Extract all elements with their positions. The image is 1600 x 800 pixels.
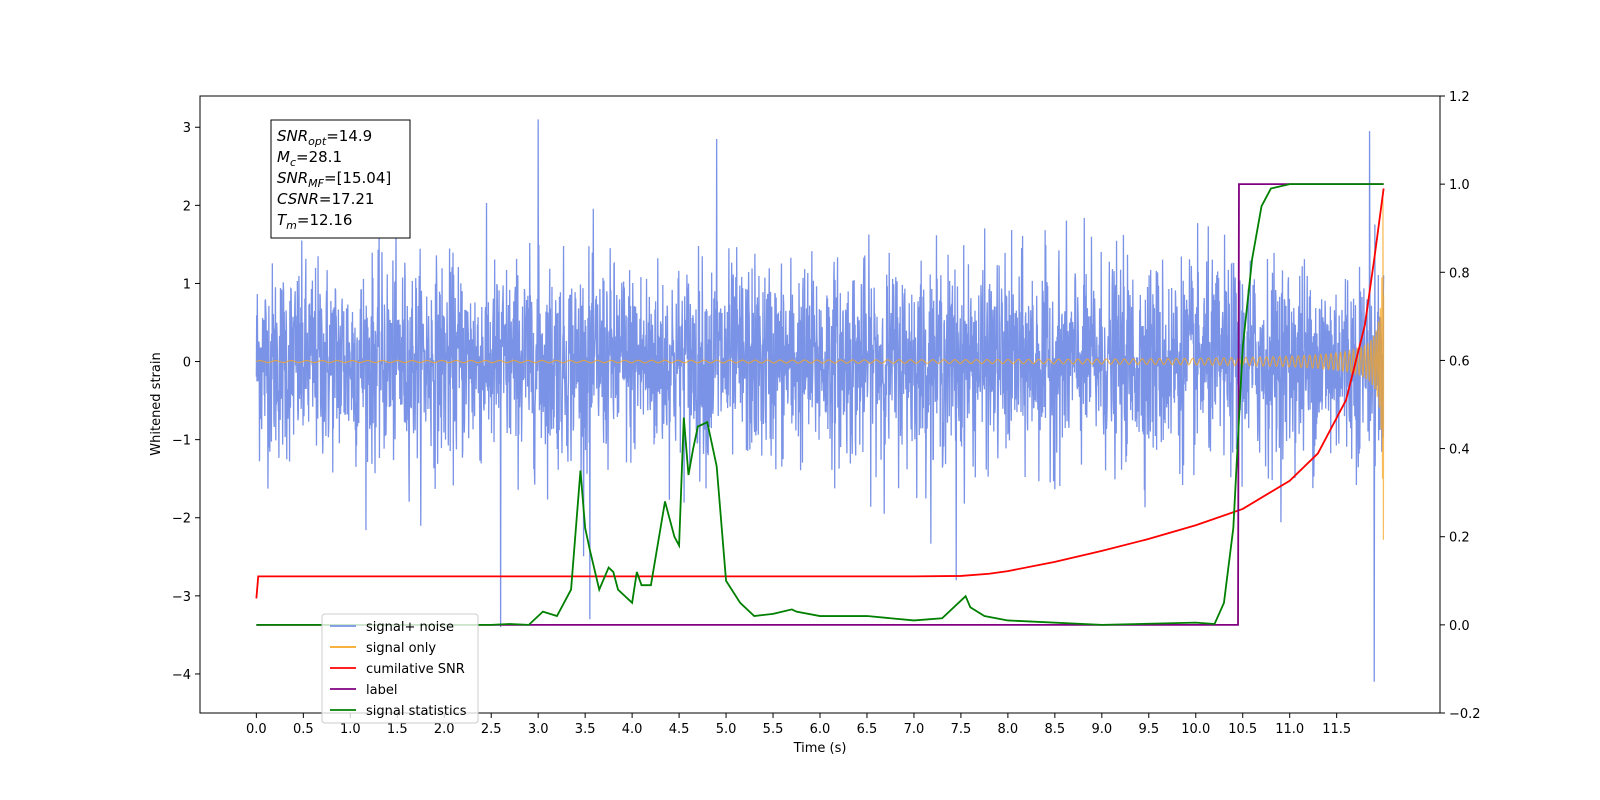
x-tick-label: 8.0 (998, 722, 1019, 737)
x-tick-label: 0.0 (246, 722, 267, 737)
x-tick-label: 5.5 (763, 722, 784, 737)
legend-label: cumilative SNR (366, 662, 465, 677)
annotation-box: SNRopt=14.9Mc=28.1SNRMF=[15.04]CSNR=17.2… (270, 119, 411, 239)
y-tick-label: −2 (172, 512, 191, 527)
x-tick-label: 3.0 (528, 722, 549, 737)
y-tick-label: −4 (172, 668, 191, 683)
series-signal-statistics-line (256, 183, 1384, 626)
x-tick-label: 4.5 (669, 722, 690, 737)
y2-tick-label: 1.2 (1449, 90, 1470, 105)
x-tick-label: 11.5 (1322, 722, 1351, 737)
legend-label: signal statistics (366, 704, 467, 719)
x-tick-label: 5.0 (716, 722, 737, 737)
x-tick-label: 3.5 (575, 722, 596, 737)
annotation-frame (270, 119, 411, 239)
y-tick-label: 0 (183, 356, 191, 371)
x-tick-label: 0.5 (293, 722, 314, 737)
x-tick-label: 9.0 (1091, 722, 1112, 737)
legend: signal+ noise signal only cumilative SNR la… (321, 613, 479, 724)
x-tick-label: 11.0 (1275, 722, 1304, 737)
y2-tick-label: 0.4 (1449, 443, 1470, 458)
x-tick-label: 2.5 (481, 722, 502, 737)
annotation-line: SNRopt=14.9 (277, 127, 372, 148)
legend-label: label (366, 683, 397, 698)
x-tick-label: 7.5 (951, 722, 972, 737)
y-tick-label: −1 (172, 434, 191, 449)
x-tick-label: 10.5 (1228, 722, 1257, 737)
y2-tick-label: 0.8 (1449, 266, 1470, 281)
y2-tick-label: 1.0 (1449, 178, 1470, 193)
y2-tick-label: −0.2 (1449, 707, 1481, 722)
x-tick-label: 9.5 (1138, 722, 1159, 737)
y-tick-label: 1 (183, 277, 191, 292)
x-tick-label: 6.5 (857, 722, 878, 737)
y-tick-label: 2 (183, 199, 191, 214)
series-cumilative-snr-line (255, 188, 1385, 599)
y2-tick-label: 0.6 (1449, 354, 1470, 369)
y2-tick-label: 0.0 (1449, 619, 1470, 634)
x-tick-label: 8.5 (1045, 722, 1066, 737)
y-axis-label: Whitened strain (149, 352, 164, 455)
y2-tick-label: 0.2 (1449, 531, 1470, 546)
x-tick-label: 7.0 (904, 722, 925, 737)
x-axis-label: Time (s) (793, 741, 847, 756)
legend-label: signal only (366, 641, 436, 656)
legend-label: signal+ noise (366, 620, 454, 635)
annotation-line: CSNR=17.21 (277, 190, 374, 208)
y-tick-label: 3 (183, 121, 191, 136)
annotation-line: Mc=28.1 (277, 148, 342, 169)
x-tick-label: 2.0 (434, 722, 455, 737)
x-tick-label: 4.0 (622, 722, 643, 737)
x-tick-label: 6.0 (810, 722, 831, 737)
x-tick-label: 1.5 (387, 722, 408, 737)
y-tick-label: −3 (172, 590, 191, 605)
series-signal-noise-line (255, 119, 1385, 682)
series-signal-only-line (256, 198, 1385, 540)
annotation-line: Tm=12.16 (277, 211, 352, 232)
annotation-line: SNRMF=[15.04] (277, 169, 391, 190)
x-tick-label: 1.0 (340, 722, 361, 737)
legend-frame (321, 613, 479, 724)
x-tick-label: 10.0 (1181, 722, 1210, 737)
